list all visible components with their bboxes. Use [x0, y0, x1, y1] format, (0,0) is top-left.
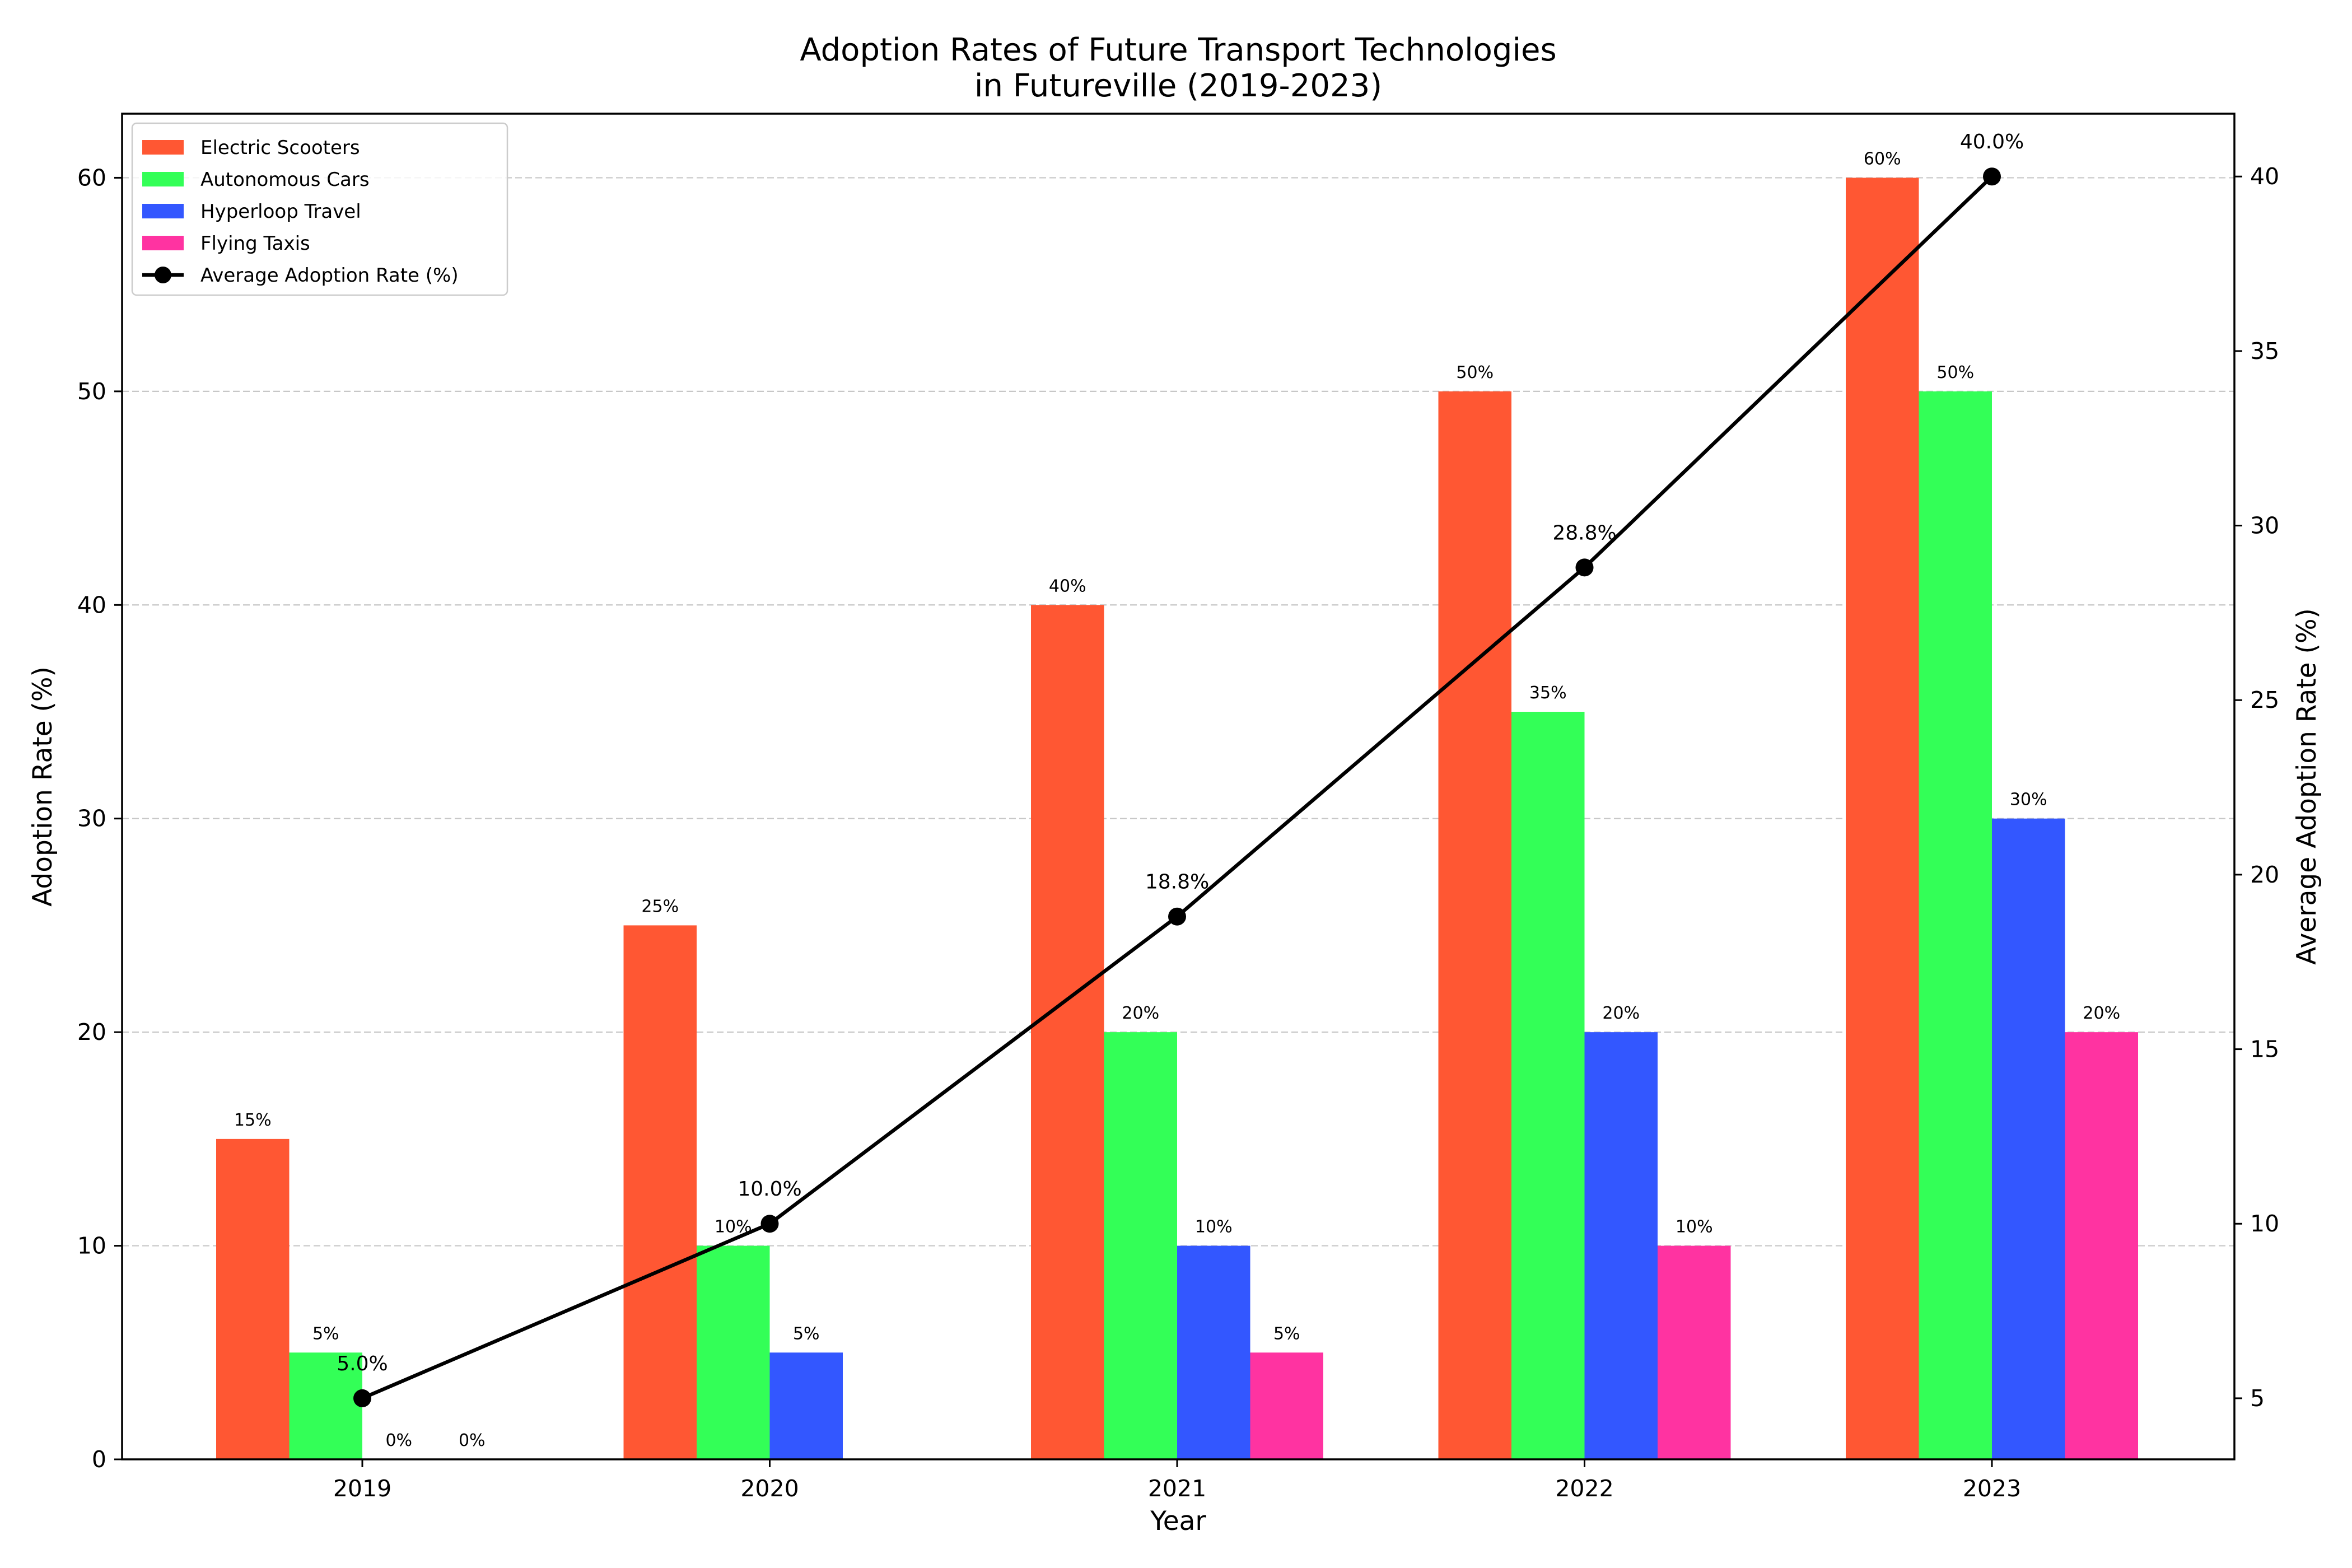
y2-tick-label: 20 — [2250, 861, 2279, 888]
average-point — [1983, 167, 2001, 186]
bar-hyperloop-travel-2022 — [1584, 1032, 1658, 1459]
legend-entry-label: Electric Scooters — [200, 137, 360, 159]
chart-title-line: Adoption Rates of Future Transport Techn… — [800, 32, 1556, 68]
x-tick-label: 2022 — [1555, 1475, 1613, 1502]
bar-flying-taxis-2023 — [2065, 1032, 2138, 1459]
bar-value-label: 20% — [1122, 1004, 1159, 1023]
x-tick-label: 2019 — [333, 1475, 391, 1502]
y2-tick-label: 10 — [2250, 1210, 2279, 1237]
y-tick-label: 20 — [77, 1019, 106, 1046]
bar-electric-scooters-2023 — [1846, 178, 1919, 1460]
bar-value-label: 40% — [1049, 576, 1086, 596]
y-axis-left: 0 10 20 30 40 50 60 — [77, 164, 122, 1473]
bar-value-label: 20% — [2083, 1004, 2120, 1023]
bar-value-label: 60% — [1864, 149, 1901, 169]
average-point — [1168, 907, 1186, 926]
legend-entry-label: Hyperloop Travel — [200, 200, 361, 223]
average-value-label: 10.0% — [738, 1178, 801, 1201]
y2-tick-label: 5 — [2250, 1385, 2265, 1412]
legend-line-marker — [155, 267, 171, 283]
bars: 15% 25% 40% 50% 60% 5% 10% 20% 35% 50% 0% 5% 10% 20% 3… — [216, 149, 2138, 1460]
average-point — [760, 1215, 779, 1233]
bar-value-label: 0% — [385, 1431, 412, 1450]
bar-electric-scooters-2022 — [1438, 391, 1511, 1459]
y2-tick-label: 15 — [2250, 1036, 2279, 1063]
x-tick-label: 2023 — [1963, 1475, 2021, 1502]
y-tick-label: 50 — [77, 378, 106, 405]
y2-tick-label: 25 — [2250, 687, 2279, 713]
y-tick-label: 10 — [77, 1233, 106, 1259]
average-value-label: 28.8% — [1552, 521, 1616, 544]
average-value-label: 40.0% — [1960, 130, 2024, 153]
bar-value-label: 35% — [1529, 683, 1567, 703]
chart-title-line: in Futureville (2019-2023) — [974, 68, 1382, 104]
bar-electric-scooters-2021 — [1031, 605, 1104, 1459]
bar-value-label: 5% — [1273, 1324, 1300, 1343]
y2-tick-label: 40 — [2250, 163, 2279, 190]
bar-autonomous-cars-2021 — [1104, 1032, 1177, 1459]
bar-flying-taxis-2021 — [1250, 1352, 1323, 1459]
bar-value-label: 15% — [234, 1110, 272, 1130]
bar-value-label: 25% — [641, 897, 679, 916]
legend-swatch — [142, 172, 184, 186]
bar-value-label: 10% — [1676, 1217, 1713, 1237]
plot-frame — [121, 113, 2236, 1460]
average-value-label: 5.0% — [337, 1352, 388, 1375]
average-point — [353, 1389, 371, 1407]
y2-tick-label: 35 — [2250, 338, 2279, 365]
legend-entry-label: Average Adoption Rate (%) — [200, 264, 459, 287]
bar-value-label: 10% — [1195, 1217, 1233, 1237]
y2-axis-label: Average Adoption Rate (%) — [2292, 608, 2322, 965]
bar-value-label: 5% — [312, 1324, 339, 1343]
x-axis-label: Year — [1150, 1506, 1206, 1537]
bar-value-label: 30% — [2010, 790, 2047, 810]
y-axis-right: 5 10 15 20 25 30 35 40 — [2234, 163, 2279, 1412]
bar-value-label: 5% — [793, 1324, 820, 1343]
legend-entry-label: Flying Taxis — [200, 232, 310, 255]
bar-hyperloop-travel-2023 — [1992, 818, 2065, 1459]
average-point — [1575, 558, 1594, 577]
bar-hyperloop-travel-2021 — [1177, 1245, 1250, 1459]
y-tick-label: 60 — [77, 164, 106, 191]
y2-tick-label: 30 — [2250, 512, 2279, 539]
bar-value-label: 0% — [459, 1431, 486, 1450]
bar-flying-taxis-2022 — [1658, 1245, 1731, 1459]
bar-hyperloop-travel-2020 — [769, 1352, 843, 1459]
x-tick-label: 2021 — [1148, 1475, 1206, 1502]
bar-electric-scooters-2020 — [623, 925, 697, 1459]
y-axis-label: Adoption Rate (%) — [27, 666, 58, 907]
legend-box — [131, 122, 508, 296]
y-tick-label: 40 — [77, 591, 106, 618]
x-tick-label: 2020 — [740, 1475, 799, 1502]
bar-autonomous-cars-2023 — [1919, 391, 1992, 1459]
legend-swatch — [142, 236, 184, 250]
bar-autonomous-cars-2019 — [289, 1352, 362, 1459]
legend-entry-label: Autonomous Cars — [200, 169, 370, 191]
average-value-label: 18.8% — [1145, 871, 1209, 894]
bar-value-label: 20% — [1602, 1004, 1640, 1023]
legend-swatch — [142, 204, 184, 218]
legend-swatch — [142, 140, 184, 155]
bar-electric-scooters-2019 — [216, 1138, 290, 1459]
bar-value-label: 50% — [1456, 363, 1494, 382]
y-tick-label: 0 — [92, 1446, 106, 1473]
x-axis: 2019 2020 2021 2022 2023 — [333, 1459, 2021, 1502]
bar-autonomous-cars-2020 — [697, 1245, 770, 1459]
y-tick-label: 30 — [77, 805, 106, 832]
legend: Electric Scooters Autonomous Cars Hyperloo… — [131, 122, 508, 296]
bar-autonomous-cars-2022 — [1511, 712, 1585, 1459]
bar-value-label: 50% — [1936, 363, 1974, 382]
